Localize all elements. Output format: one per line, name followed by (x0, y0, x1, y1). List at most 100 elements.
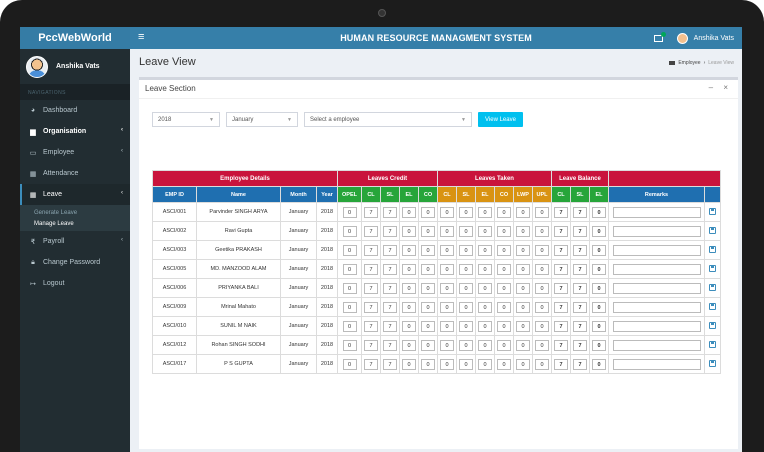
balance-input[interactable]: 0 (592, 358, 606, 370)
sidebar-item-change-password[interactable]: 🔒︎ Change Password (20, 252, 130, 273)
credit-input[interactable]: 7 (364, 339, 378, 351)
taken-input[interactable]: 0 (459, 244, 473, 256)
sidebar-item-dashboard[interactable]: ◕ Dashboard (20, 100, 130, 121)
taken-input[interactable]: 0 (478, 225, 492, 237)
taken-input[interactable]: 0 (535, 244, 549, 256)
credit-input[interactable]: 0 (402, 282, 416, 294)
remarks-input[interactable] (612, 301, 701, 313)
credit-input[interactable]: 0 (402, 263, 416, 275)
remarks-input[interactable] (612, 263, 701, 275)
credit-input[interactable]: 0 (421, 301, 435, 313)
taken-input[interactable]: 0 (497, 320, 511, 332)
sidebar-toggle-icon[interactable]: ≡ (138, 31, 145, 43)
breadcrumb-root[interactable]: Employee (678, 60, 701, 66)
sidebar-item-employee[interactable]: ▭ Employee ‹ (20, 142, 130, 163)
taken-input[interactable]: 0 (440, 206, 454, 218)
taken-input[interactable]: 0 (516, 263, 530, 275)
save-icon[interactable] (709, 245, 716, 253)
balance-input[interactable]: 0 (592, 225, 606, 237)
taken-input[interactable]: 0 (440, 263, 454, 275)
balance-input[interactable]: 7 (554, 225, 568, 237)
taken-input[interactable]: 0 (535, 301, 549, 313)
user-name[interactable]: Anshika Vats (693, 34, 734, 42)
sidebar-item-organisation[interactable]: ▆ Organisation ‹ (20, 121, 130, 142)
balance-input[interactable]: 7 (573, 301, 587, 313)
credit-input[interactable]: 0 (421, 206, 435, 218)
balance-input[interactable]: 7 (554, 206, 568, 218)
taken-input[interactable]: 0 (497, 358, 511, 370)
view-leave-button[interactable]: View Leave (478, 112, 523, 127)
balance-input[interactable]: 7 (573, 282, 587, 294)
balance-input[interactable]: 7 (573, 225, 587, 237)
taken-input[interactable]: 0 (497, 263, 511, 275)
taken-input[interactable]: 0 (497, 206, 511, 218)
credit-input[interactable]: 0 (402, 301, 416, 313)
user-menu[interactable]: Anshika Vats (653, 27, 734, 49)
taken-input[interactable]: 0 (440, 225, 454, 237)
save-icon[interactable] (709, 226, 716, 234)
taken-input[interactable]: 0 (440, 339, 454, 351)
credit-input[interactable]: 0 (342, 301, 357, 313)
remarks-input[interactable] (612, 339, 701, 351)
remarks-input[interactable] (612, 282, 701, 294)
taken-input[interactable]: 0 (497, 282, 511, 294)
credit-input[interactable]: 7 (383, 339, 397, 351)
credit-input[interactable]: 0 (342, 206, 357, 218)
credit-input[interactable]: 0 (342, 263, 357, 275)
credit-input[interactable]: 7 (364, 358, 378, 370)
credit-input[interactable]: 7 (383, 301, 397, 313)
taken-input[interactable]: 0 (478, 358, 492, 370)
balance-input[interactable]: 7 (554, 282, 568, 294)
credit-input[interactable]: 0 (421, 339, 435, 351)
credit-input[interactable]: 0 (402, 358, 416, 370)
submenu-manage-leave[interactable]: Manage Leave (34, 220, 74, 227)
credit-input[interactable]: 0 (421, 320, 435, 332)
credit-input[interactable]: 7 (383, 263, 397, 275)
balance-input[interactable]: 7 (573, 206, 587, 218)
credit-input[interactable]: 0 (421, 225, 435, 237)
save-icon[interactable] (709, 340, 716, 348)
credit-input[interactable]: 7 (383, 244, 397, 256)
balance-input[interactable]: 7 (554, 301, 568, 313)
credit-input[interactable]: 7 (383, 282, 397, 294)
balance-input[interactable]: 7 (554, 263, 568, 275)
balance-input[interactable]: 7 (573, 320, 587, 332)
credit-input[interactable]: 0 (421, 358, 435, 370)
balance-input[interactable]: 7 (554, 244, 568, 256)
taken-input[interactable]: 0 (478, 244, 492, 256)
credit-input[interactable]: 0 (342, 339, 357, 351)
remarks-input[interactable] (612, 225, 701, 237)
taken-input[interactable]: 0 (459, 320, 473, 332)
taken-input[interactable]: 0 (535, 320, 549, 332)
taken-input[interactable]: 0 (459, 339, 473, 351)
save-icon[interactable] (709, 359, 716, 367)
taken-input[interactable]: 0 (459, 301, 473, 313)
credit-input[interactable]: 7 (364, 301, 378, 313)
taken-input[interactable]: 0 (516, 225, 530, 237)
save-icon[interactable] (709, 264, 716, 272)
credit-input[interactable]: 0 (342, 282, 357, 294)
credit-input[interactable]: 0 (421, 263, 435, 275)
save-icon[interactable] (709, 321, 716, 329)
taken-input[interactable]: 0 (440, 282, 454, 294)
credit-input[interactable]: 0 (342, 244, 357, 256)
taken-input[interactable]: 0 (459, 263, 473, 275)
taken-input[interactable]: 0 (535, 358, 549, 370)
credit-input[interactable]: 7 (383, 358, 397, 370)
taken-input[interactable]: 0 (535, 282, 549, 294)
balance-input[interactable]: 0 (592, 263, 606, 275)
balance-input[interactable]: 7 (554, 320, 568, 332)
taken-input[interactable]: 0 (440, 301, 454, 313)
remarks-input[interactable] (612, 206, 701, 218)
credit-input[interactable]: 7 (364, 244, 378, 256)
credit-input[interactable]: 0 (402, 225, 416, 237)
remarks-input[interactable] (612, 244, 701, 256)
balance-input[interactable]: 7 (573, 263, 587, 275)
credit-input[interactable]: 7 (364, 320, 378, 332)
credit-input[interactable]: 0 (402, 320, 416, 332)
save-icon[interactable] (709, 283, 716, 291)
balance-input[interactable]: 0 (592, 301, 606, 313)
credit-input[interactable]: 0 (342, 358, 357, 370)
credit-input[interactable]: 7 (383, 225, 397, 237)
balance-input[interactable]: 0 (592, 282, 606, 294)
